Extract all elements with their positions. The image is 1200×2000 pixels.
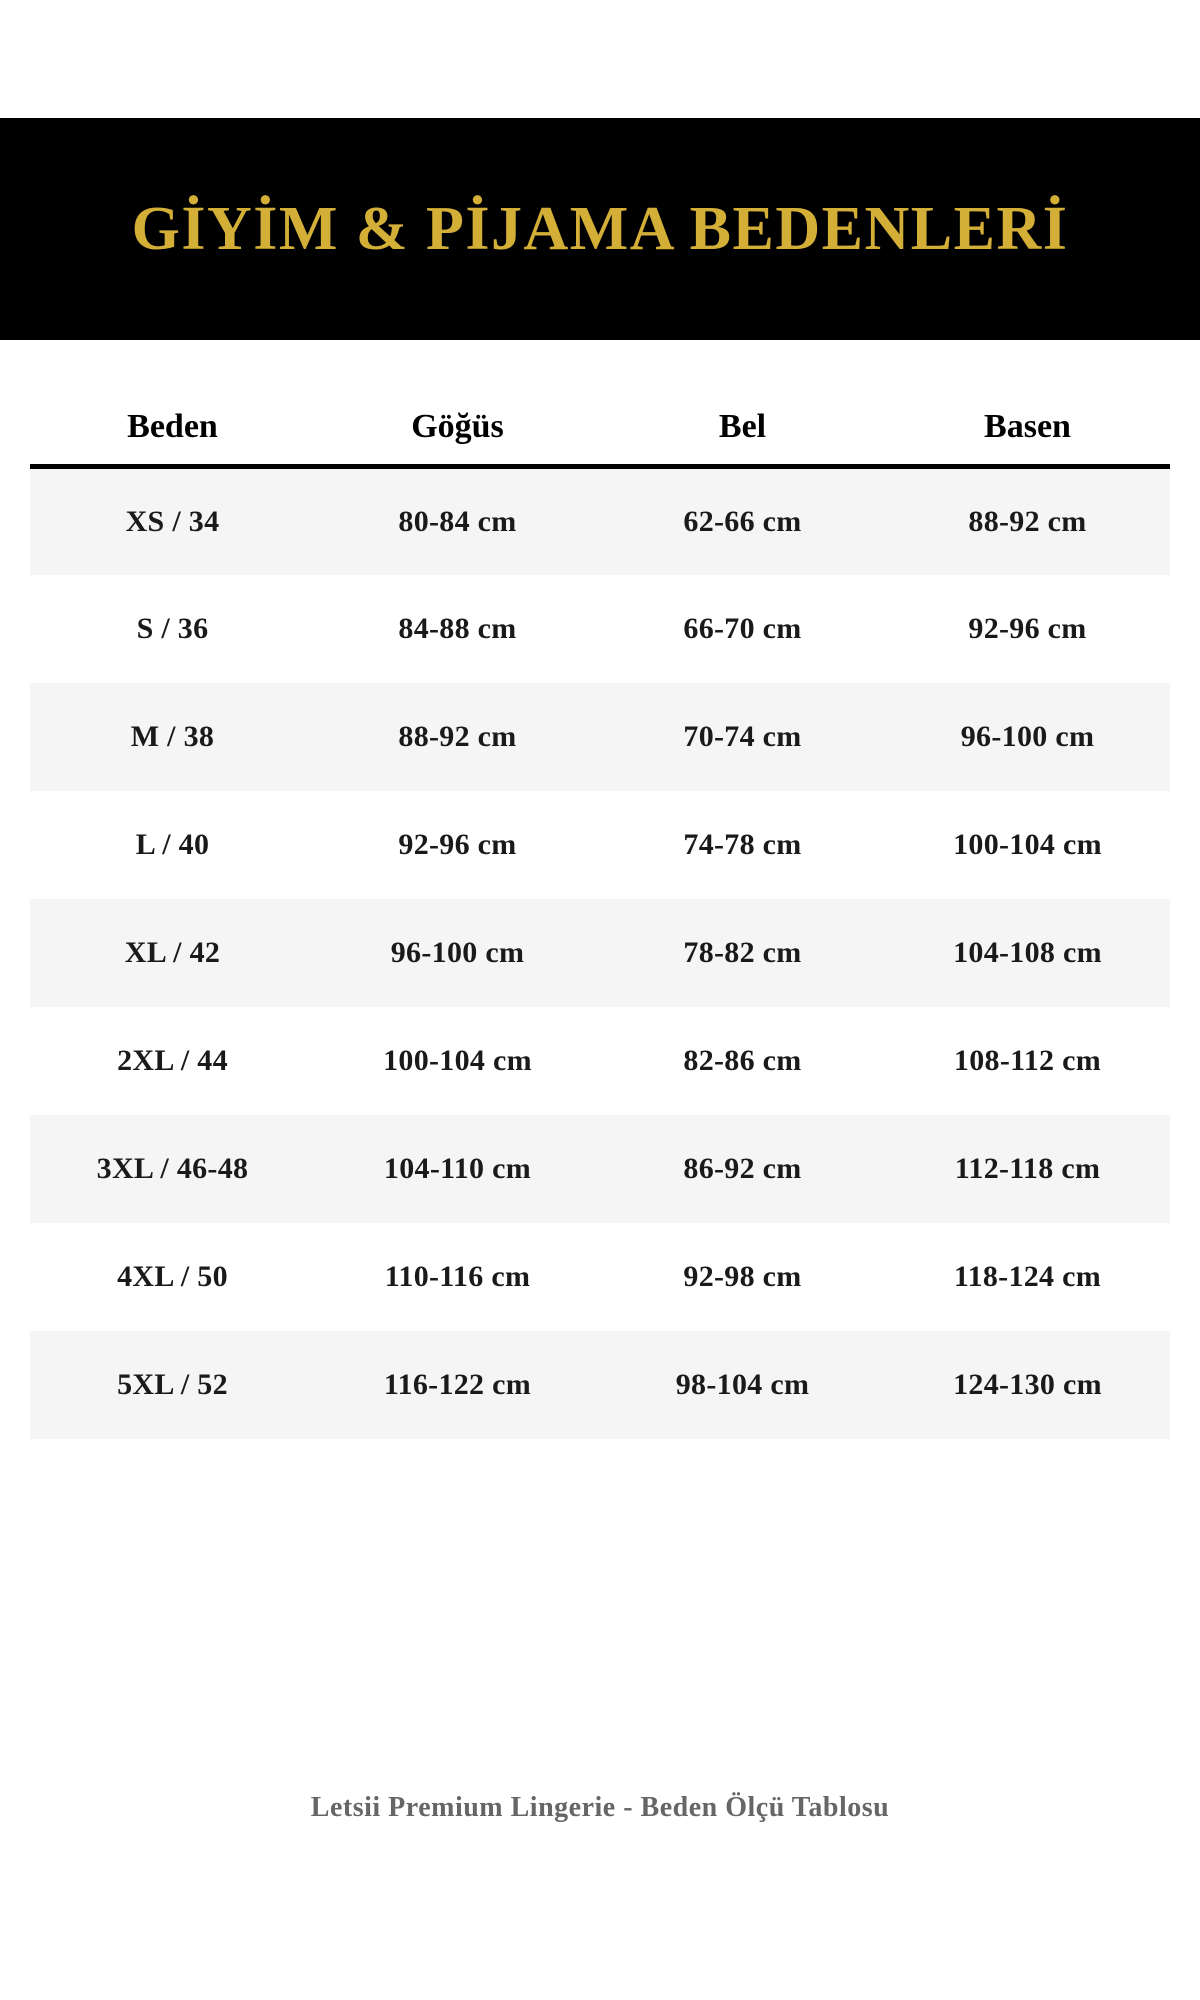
cell-beden: S / 36 xyxy=(30,574,315,683)
cell-bel: 82-86 cm xyxy=(600,1006,885,1115)
cell-bel: 98-104 cm xyxy=(600,1330,885,1439)
cell-gogus: 104-110 cm xyxy=(315,1114,600,1223)
cell-basen: 88-92 cm xyxy=(885,466,1170,575)
column-header-bel: Bel xyxy=(600,340,885,469)
page-title: GİYİM & PİJAMA BEDENLERİ xyxy=(131,195,1069,263)
cell-beden: L / 40 xyxy=(30,790,315,899)
cell-beden: XS / 34 xyxy=(30,466,315,575)
cell-bel: 92-98 cm xyxy=(600,1222,885,1331)
cell-beden: XL / 42 xyxy=(30,898,315,1007)
footer-text: Letsii Premium Lingerie - Beden Ölçü Tab… xyxy=(310,1792,890,1823)
cell-basen: 104-108 cm xyxy=(885,898,1170,1007)
cell-bel: 78-82 cm xyxy=(600,898,885,1007)
column-header-beden: Beden xyxy=(30,340,315,469)
table-row: 5XL / 52 116-122 cm 98-104 cm 124-130 cm xyxy=(30,1330,1170,1439)
cell-beden: 5XL / 52 xyxy=(30,1330,315,1439)
cell-basen: 108-112 cm xyxy=(885,1006,1170,1115)
cell-bel: 74-78 cm xyxy=(600,790,885,899)
cell-bel: 70-74 cm xyxy=(600,682,885,791)
cell-bel: 86-92 cm xyxy=(600,1114,885,1223)
table-body: XS / 34 80-84 cm 62-66 cm 88-92 cm S / 36 84-… xyxy=(30,466,1170,1439)
size-table: Beden Göğüs Bel Basen XS / 34 80-84 cm 62-… xyxy=(30,340,1170,1439)
table-row: XL / 42 96-100 cm 78-82 cm 104-108 cm xyxy=(30,898,1170,1007)
cell-basen: 118-124 cm xyxy=(885,1222,1170,1331)
footer: Letsii Premium Lingerie - Beden Ölçü Tab… xyxy=(0,1792,1200,1824)
cell-basen: 100-104 cm xyxy=(885,790,1170,899)
cell-basen: 96-100 cm xyxy=(885,682,1170,791)
table-row: XS / 34 80-84 cm 62-66 cm 88-92 cm xyxy=(30,466,1170,575)
size-table-container: Beden Göğüs Bel Basen XS / 34 80-84 cm 62-… xyxy=(0,340,1200,1439)
cell-gogus: 88-92 cm xyxy=(315,682,600,791)
table-row: 4XL / 50 110-116 cm 92-98 cm 118-124 cm xyxy=(30,1222,1170,1331)
cell-gogus: 92-96 cm xyxy=(315,790,600,899)
cell-beden: 3XL / 46-48 xyxy=(30,1114,315,1223)
table-row: 3XL / 46-48 104-110 cm 86-92 cm 112-118 cm xyxy=(30,1114,1170,1223)
cell-bel: 62-66 cm xyxy=(600,466,885,575)
table-row: M / 38 88-92 cm 70-74 cm 96-100 cm xyxy=(30,682,1170,791)
cell-gogus: 110-116 cm xyxy=(315,1222,600,1331)
cell-beden: M / 38 xyxy=(30,682,315,791)
column-header-gogus: Göğüs xyxy=(315,340,600,469)
cell-basen: 112-118 cm xyxy=(885,1114,1170,1223)
table-row: L / 40 92-96 cm 74-78 cm 100-104 cm xyxy=(30,790,1170,899)
title-banner: GİYİM & PİJAMA BEDENLERİ xyxy=(0,118,1200,340)
cell-beden: 2XL / 44 xyxy=(30,1006,315,1115)
cell-beden: 4XL / 50 xyxy=(30,1222,315,1331)
cell-basen: 124-130 cm xyxy=(885,1330,1170,1439)
cell-gogus: 116-122 cm xyxy=(315,1330,600,1439)
cell-gogus: 80-84 cm xyxy=(315,466,600,575)
table-header-row: Beden Göğüs Bel Basen xyxy=(30,340,1170,469)
column-header-basen: Basen xyxy=(885,340,1170,469)
cell-basen: 92-96 cm xyxy=(885,574,1170,683)
cell-gogus: 100-104 cm xyxy=(315,1006,600,1115)
table-row: S / 36 84-88 cm 66-70 cm 92-96 cm xyxy=(30,574,1170,683)
cell-bel: 66-70 cm xyxy=(600,574,885,683)
cell-gogus: 96-100 cm xyxy=(315,898,600,1007)
table-header: Beden Göğüs Bel Basen xyxy=(30,340,1170,469)
cell-gogus: 84-88 cm xyxy=(315,574,600,683)
table-row: 2XL / 44 100-104 cm 82-86 cm 108-112 cm xyxy=(30,1006,1170,1115)
